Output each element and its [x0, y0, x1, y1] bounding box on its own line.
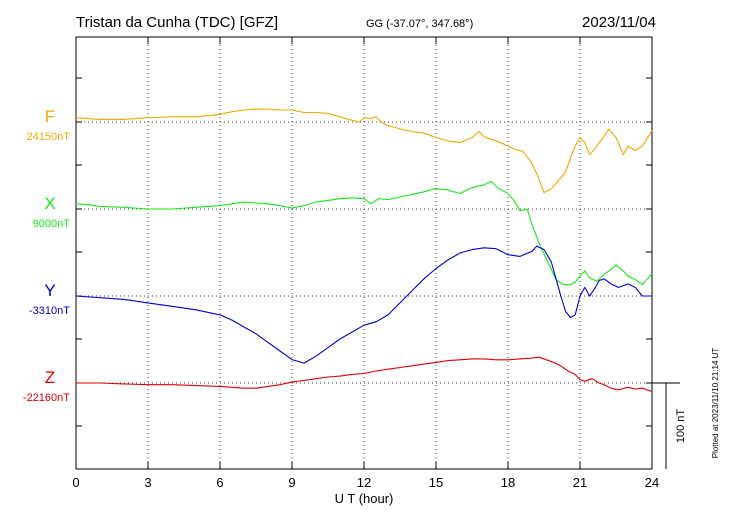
series-letter-x: X: [44, 194, 55, 213]
x-tick-label: 3: [144, 475, 151, 490]
series-labels: F 24150nT X 9000nT Y -3310nT Z -22160nT: [23, 107, 70, 404]
series-line-x: [75, 180, 653, 286]
x-tick-label: 15: [429, 475, 443, 490]
series-letter-z: Z: [45, 368, 55, 387]
series-baseline-z: -22160nT: [23, 392, 70, 404]
series-baseline-x: 9000nT: [33, 218, 71, 230]
x-tick-label: 24: [645, 475, 659, 490]
station-coordinates: GG (-37.07°, 347.68°): [366, 18, 473, 30]
series-baseline-f: 24150nT: [27, 131, 71, 143]
x-tick-label: 9: [288, 475, 295, 490]
x-tick-label: 0: [72, 475, 79, 490]
series-line-z: [76, 356, 653, 393]
plotted-at-note: Plotted at 2023/11/10 21:14 UT: [711, 348, 720, 459]
series-baseline-y: -3310nT: [29, 305, 70, 317]
x-tick-label: 21: [573, 475, 587, 490]
x-tick-label: 6: [216, 475, 223, 490]
series-letter-f: F: [45, 107, 55, 126]
x-tick-label: 12: [357, 475, 371, 490]
grid: [76, 37, 652, 469]
series-line-f: [75, 108, 653, 194]
chart-title: Tristan da Cunha (TDC) [GFZ]: [76, 14, 278, 31]
x-axis-label: U T (hour): [335, 491, 394, 506]
series-lines: [75, 108, 653, 393]
x-tick-label: 18: [501, 475, 515, 490]
x-axis-ticks: 0 3 6 9 12 15 18 21 24: [72, 37, 659, 490]
series-line-y: [75, 245, 652, 364]
scale-bar: 100 nT: [652, 382, 687, 469]
scale-bar-label: 100 nT: [675, 409, 687, 444]
plot-date: 2023/11/04: [582, 14, 656, 31]
series-letter-y: Y: [44, 281, 55, 300]
